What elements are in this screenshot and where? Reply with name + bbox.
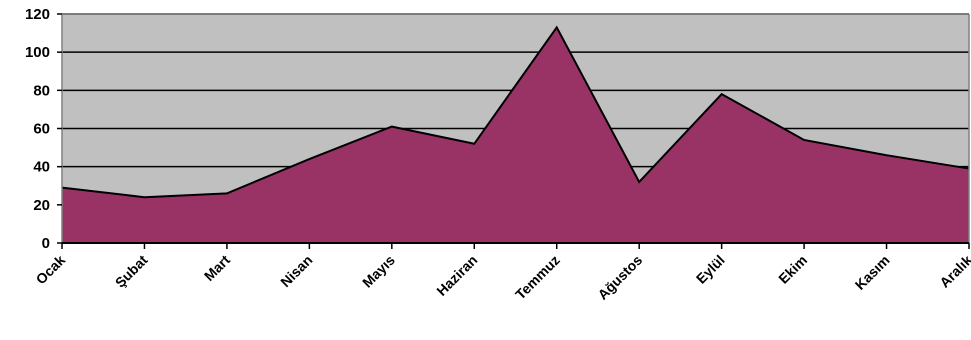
x-tick-label: Eylül <box>693 252 728 287</box>
y-tick-label: 120 <box>25 6 50 23</box>
y-tick-label: 80 <box>33 82 50 99</box>
y-axis-ticks: 0 20 40 60 80 100 120 <box>25 6 62 252</box>
x-tick-label: Temmuz <box>512 252 563 303</box>
x-tick-label: Ağustos <box>594 252 645 303</box>
y-tick-label: 40 <box>33 159 50 176</box>
x-tick-label: Aralık <box>936 252 971 291</box>
x-tick-label: Nisan <box>277 252 315 290</box>
x-tick-label: Kasım <box>852 252 893 293</box>
x-axis-ticks: Ocak Şubat Mart Nisan Mayıs Haziran Temmuz Ağus… <box>33 243 971 303</box>
y-tick-label: 60 <box>33 121 50 138</box>
area-outline <box>61 25 970 199</box>
x-tick-label: Mayıs <box>359 252 398 291</box>
x-tick-label: Şubat <box>112 252 151 291</box>
area-fill <box>62 27 969 243</box>
y-tick-label: 0 <box>42 235 50 252</box>
x-tick-label: Haziran <box>433 252 480 299</box>
x-tick-label: Ocak <box>33 252 69 288</box>
area-series <box>61 25 970 243</box>
x-tick-label: Ekim <box>775 252 810 287</box>
x-tick-label: Mart <box>201 252 233 284</box>
y-tick-label: 20 <box>33 197 50 214</box>
y-tick-label: 100 <box>25 44 50 61</box>
